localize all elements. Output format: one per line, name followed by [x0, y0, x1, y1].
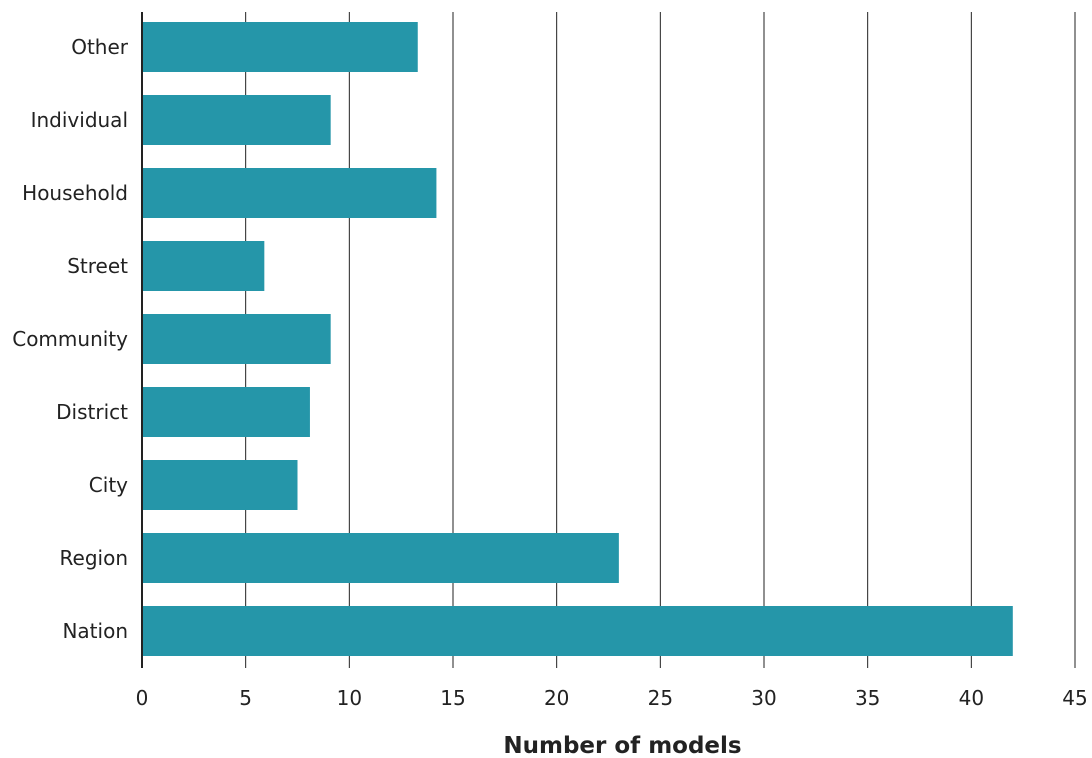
category-label: Other: [71, 35, 129, 59]
x-tick-label: 0: [136, 686, 149, 710]
x-tick-label: 10: [337, 686, 362, 710]
grid-lines: [245, 12, 1076, 668]
x-axis-title: Number of models: [503, 733, 741, 758]
bar-other: [142, 22, 418, 72]
category-label: Individual: [31, 108, 128, 132]
x-tick-label: 20: [544, 686, 569, 710]
x-tick-label: 40: [959, 686, 984, 710]
bar-community: [142, 314, 331, 364]
bar-region: [142, 533, 619, 583]
x-tick-label: 15: [440, 686, 465, 710]
category-label: Community: [12, 327, 128, 351]
bar-nation: [142, 606, 1013, 656]
x-tick-labels: 0 5 10 15 20 25 30 35 40 45: [136, 686, 1088, 710]
x-tick-label: 25: [648, 686, 673, 710]
bars: [142, 22, 1013, 656]
bar-district: [142, 387, 310, 437]
category-label: Nation: [62, 619, 128, 643]
category-label: Household: [22, 181, 128, 205]
bar-city: [142, 460, 298, 510]
x-tick-label: 45: [1062, 686, 1087, 710]
bar-street: [142, 241, 265, 291]
category-label: City: [89, 473, 128, 497]
category-label: Street: [67, 254, 128, 278]
category-label: Region: [60, 546, 128, 570]
x-tick-label: 35: [855, 686, 880, 710]
category-label: District: [56, 400, 128, 424]
x-tick-label: 30: [751, 686, 776, 710]
category-labels: Other Individual Household Street Community D…: [12, 35, 129, 643]
bar-household: [142, 168, 437, 218]
bar-individual: [142, 95, 331, 145]
x-tick-label: 5: [239, 686, 252, 710]
